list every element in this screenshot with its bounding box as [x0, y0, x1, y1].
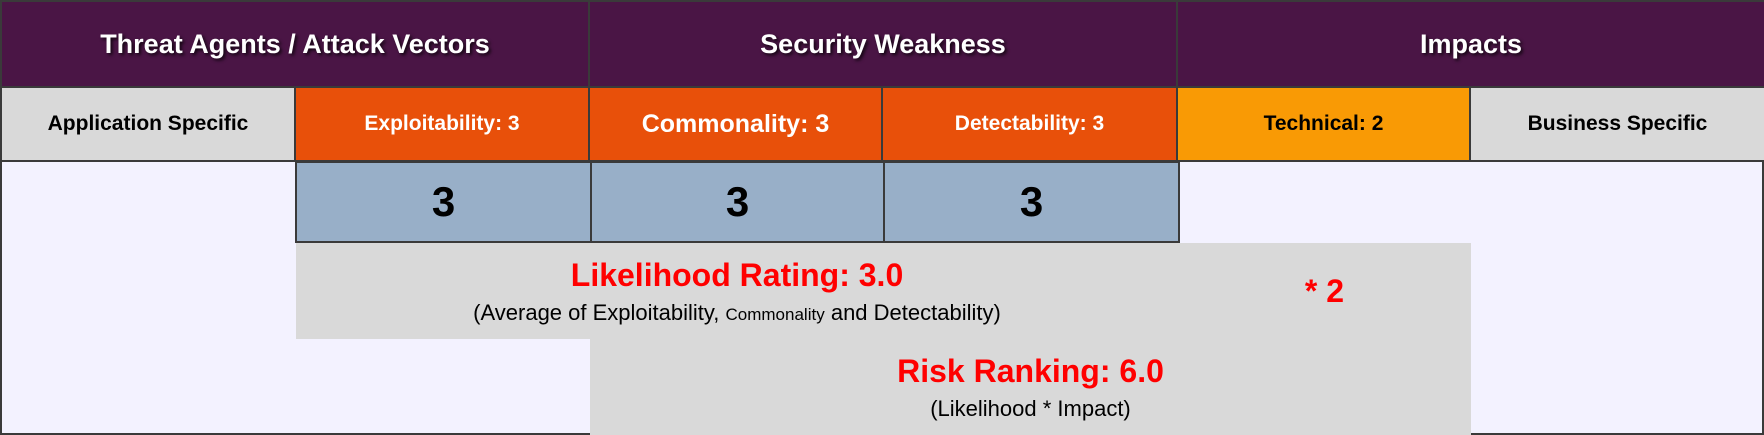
likelihood-panel: Likelihood Rating: 3.0 (Average of Explo…	[296, 243, 1178, 339]
exploitability-score: 3	[295, 161, 592, 243]
impact-multiplier-panel: * 2	[1178, 243, 1471, 339]
technical-impact-cell: Technical: 2	[1178, 88, 1471, 162]
likelihood-note: (Average of Exploitability, Commonality …	[473, 300, 1001, 326]
application-specific-cell: Application Specific	[2, 88, 296, 162]
risk-ranking-title: Risk Ranking: 6.0	[897, 352, 1164, 389]
impact-multiplier-value: * 2	[1304, 272, 1345, 309]
header-security-weakness: Security Weakness	[590, 2, 1178, 88]
detectability-score: 3	[883, 161, 1180, 243]
commonality-cell: Commonality: 3	[590, 88, 883, 162]
likelihood-note-part3: and Detectability)	[830, 299, 1001, 325]
detectability-score-value: 3	[1019, 178, 1044, 225]
exploitability-cell: Exploitability: 3	[296, 88, 590, 162]
likelihood-title: Likelihood Rating: 3.0	[570, 256, 904, 293]
business-specific-label: Business Specific	[1527, 112, 1708, 135]
detectability-label: Detectability: 3	[954, 112, 1105, 135]
header-impacts-label: Impacts	[1419, 28, 1523, 59]
application-specific-label: Application Specific	[47, 112, 249, 135]
exploitability-label: Exploitability: 3	[364, 112, 520, 135]
risk-ranking-panel: Risk Ranking: 6.0 (Likelihood * Impact)	[590, 339, 1471, 435]
likelihood-note-part1: (Average of Exploitability,	[473, 299, 720, 325]
header-impacts: Impacts	[1178, 2, 1764, 88]
exploitability-score-value: 3	[431, 178, 456, 225]
commonality-label: Commonality: 3	[641, 109, 830, 138]
detectability-cell: Detectability: 3	[883, 88, 1178, 162]
technical-impact-label: Technical: 2	[1263, 112, 1384, 135]
business-specific-cell: Business Specific	[1471, 88, 1764, 162]
commonality-score: 3	[590, 161, 885, 243]
header-threat-agents: Threat Agents / Attack Vectors	[2, 2, 590, 88]
header-security-weakness-label: Security Weakness	[760, 28, 1006, 59]
risk-ranking-note: (Likelihood * Impact)	[930, 395, 1131, 421]
likelihood-note-part2: Commonality	[725, 304, 825, 324]
header-threat-agents-label: Threat Agents / Attack Vectors	[100, 28, 490, 59]
commonality-score-value: 3	[725, 178, 750, 225]
